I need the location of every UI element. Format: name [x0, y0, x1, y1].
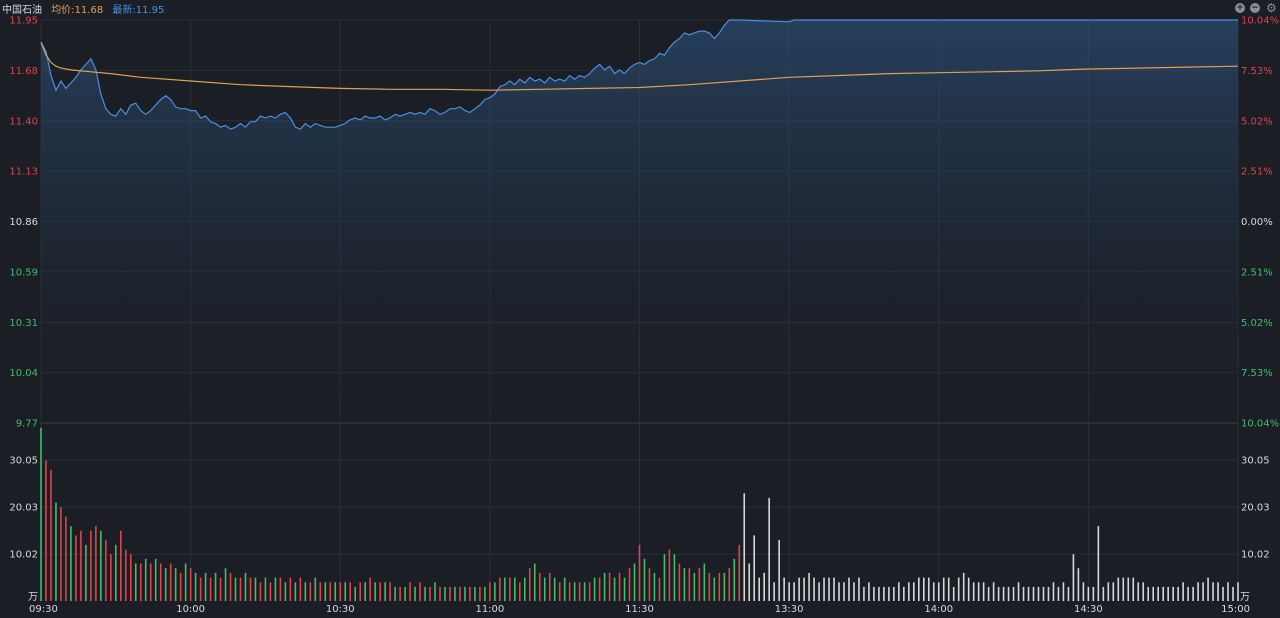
gear-icon[interactable]: ⚙	[1266, 1, 1277, 15]
price-area-fill	[41, 20, 1238, 423]
pct-tick-label: 7.53%	[1241, 368, 1273, 379]
volume-tick-label: 10.02	[9, 550, 38, 561]
time-tick-label: 13:30	[775, 604, 804, 615]
price-area	[41, 20, 1238, 423]
last-price-label: 最新:11.95	[112, 5, 165, 16]
pct-tick-label: 2.51%	[1241, 267, 1273, 278]
avg-price-line	[40, 41, 1239, 91]
price-tick-label: 11.13	[9, 167, 38, 178]
pct-tick-label: 5.02%	[1241, 318, 1273, 329]
price-tick-label: 10.31	[9, 318, 38, 329]
price-lines	[40, 19, 1239, 130]
time-tick-label: 14:00	[924, 604, 953, 615]
volume-unit-label: 万	[28, 592, 38, 603]
time-tick-label: 15:00	[1221, 604, 1250, 615]
time-tick-label: 09:30	[29, 604, 58, 615]
pct-tick-label: 2.51%	[1241, 167, 1273, 178]
volume-bars	[40, 427, 1239, 601]
stock-name: 中国石油	[2, 5, 42, 16]
pct-tick-label: 7.53%	[1241, 66, 1273, 77]
time-tick-label: 10:30	[326, 604, 355, 615]
pct-tick-label: 0.00%	[1241, 217, 1273, 228]
volume-unit-label: 万	[1240, 592, 1250, 603]
avg-price-label: 均价:11.68	[51, 5, 104, 16]
zoom-out-icon[interactable]: −	[1250, 3, 1260, 13]
time-tick-label: 11:30	[625, 604, 654, 615]
price-line	[40, 19, 1238, 130]
volume-tick-label: 20.03	[1241, 503, 1270, 514]
pct-tick-label: 5.02%	[1241, 116, 1273, 127]
volume-tick-label: 20.03	[9, 503, 38, 514]
zoom-in-icon[interactable]: +	[1235, 3, 1245, 13]
axis-labels: 11.95 10.04% 11.68 7.53% 11.40 5.02% 11.13 2.51…	[9, 16, 1279, 616]
price-tick-label: 10.86	[9, 217, 38, 228]
pct-tick-label: 10.04%	[1241, 419, 1279, 430]
time-tick-label: 14:30	[1074, 604, 1103, 615]
volume-tick-label: 30.05	[1241, 456, 1270, 467]
time-tick-label: 11:00	[475, 604, 504, 615]
chart-header: 中国石油 均价:11.68 最新:11.95	[2, 1, 170, 16]
pct-tick-label: 10.04%	[1241, 16, 1279, 27]
price-tick-label: 11.95	[9, 16, 38, 27]
price-tick-label: 9.77	[16, 419, 38, 430]
time-tick-label: 10:00	[176, 604, 205, 615]
volume-tick-label: 10.02	[1241, 550, 1270, 561]
price-tick-label: 11.40	[9, 116, 38, 127]
price-tick-label: 10.59	[9, 267, 38, 278]
price-tick-label: 11.68	[9, 66, 38, 77]
volume-tick-label: 30.05	[9, 456, 38, 467]
price-tick-label: 10.04	[9, 368, 38, 379]
